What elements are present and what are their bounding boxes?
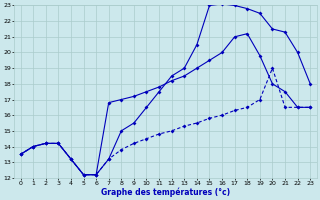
X-axis label: Graphe des températures (°c): Graphe des températures (°c) <box>101 187 230 197</box>
